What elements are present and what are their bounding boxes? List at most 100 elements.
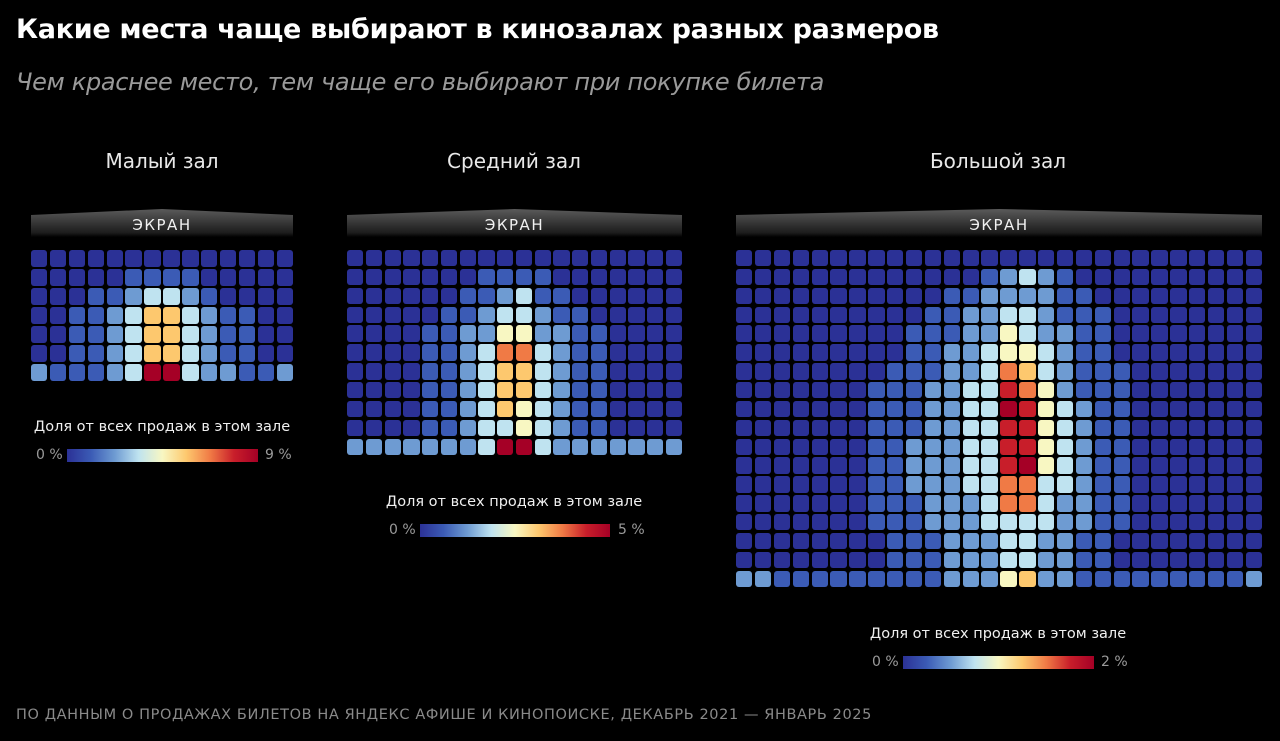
- seat-r9-c2: [365, 400, 382, 418]
- seat-r7-c12: [553, 363, 570, 380]
- seat-r18-c19: [1075, 570, 1093, 587]
- seat-r15-c15: [1000, 514, 1017, 531]
- seat-r2-c2: [365, 268, 382, 286]
- seat-r5-c9: [887, 325, 904, 342]
- seat-r6-c24: [1170, 344, 1187, 361]
- seat-r11-c2: [754, 438, 772, 455]
- seat-r11-c22: [1132, 438, 1149, 455]
- seat-r16-c14: [981, 532, 998, 550]
- seat-r14-c24: [1170, 495, 1187, 512]
- seat-r15-c4: [792, 514, 809, 531]
- seat-r11-c6: [830, 438, 847, 455]
- seat-r7-c15: [609, 363, 626, 380]
- seat-r11-c21: [1113, 438, 1130, 455]
- seat-r14-c27: [1226, 495, 1244, 512]
- seat-r13-c19: [1075, 476, 1093, 493]
- seat-r7-c21: [1113, 363, 1130, 380]
- seat-r6-c5: [422, 344, 439, 361]
- seat-r4-c23: [1151, 306, 1168, 323]
- seat-r7-c1: [31, 364, 48, 381]
- seat-r6-c19: [1075, 344, 1093, 361]
- seat-r18-c9: [887, 570, 904, 587]
- seat-r10-c22: [1132, 419, 1149, 437]
- seat-r7-c12: [943, 363, 960, 380]
- seat-r1-c9: [497, 250, 514, 267]
- seat-r14-c10: [905, 495, 923, 512]
- seat-r2-c9: [182, 269, 199, 286]
- seat-r3-c13: [572, 287, 589, 305]
- seat-r4-c3: [773, 306, 791, 323]
- seat-r13-c25: [1189, 476, 1206, 493]
- seat-r6-c17: [1038, 344, 1055, 361]
- seat-r18-c20: [1094, 570, 1111, 587]
- seat-r8-c11: [534, 382, 551, 399]
- seat-r6-c12: [553, 344, 570, 361]
- seat-r6-c21: [1113, 344, 1130, 361]
- seat-r4-c10: [515, 306, 532, 323]
- seat-r4-c5: [811, 306, 828, 323]
- seat-r4-c10: [201, 307, 218, 324]
- seat-r7-c5: [106, 364, 123, 381]
- seat-r9-c5: [811, 400, 828, 418]
- seat-r18-c2: [754, 570, 772, 587]
- seat-r9-c16: [1019, 400, 1036, 418]
- seat-r11-c23: [1151, 438, 1168, 455]
- seat-r6-c23: [1151, 344, 1168, 361]
- seat-r14-c18: [1056, 495, 1074, 512]
- seat-r14-c4: [792, 495, 809, 512]
- seat-r4-c20: [1094, 306, 1111, 323]
- seat-r16-c7: [849, 532, 866, 550]
- seat-r8-c15: [609, 382, 626, 399]
- seat-r10-c23: [1151, 419, 1168, 437]
- seat-r15-c1: [736, 514, 753, 531]
- seat-r5-c11: [924, 325, 942, 342]
- seat-r17-c20: [1094, 551, 1111, 569]
- seat-r18-c24: [1170, 570, 1187, 587]
- seat-r9-c6: [830, 400, 847, 418]
- seat-r17-c11: [924, 551, 942, 569]
- seat-r3-c25: [1189, 287, 1206, 305]
- seat-r5-c14: [276, 326, 293, 343]
- seat-r9-c4: [403, 400, 420, 418]
- seat-r11-c15: [609, 438, 626, 455]
- seat-r2-c11: [219, 269, 237, 286]
- seat-r9-c5: [422, 400, 439, 418]
- seat-r18-c22: [1132, 570, 1149, 587]
- seat-r6-c7: [459, 344, 476, 361]
- seat-r14-c1: [736, 495, 753, 512]
- seat-r3-c14: [590, 287, 607, 305]
- seat-r6-c2: [49, 345, 67, 362]
- seat-r9-c10: [905, 400, 923, 418]
- seat-r18-c26: [1207, 570, 1225, 587]
- seat-r2-c10: [201, 269, 218, 286]
- seat-r7-c8: [868, 363, 885, 380]
- seat-r6-c11: [534, 344, 551, 361]
- seat-r14-c22: [1132, 495, 1149, 512]
- seat-r9-c8: [478, 400, 495, 418]
- seat-r1-c16: [628, 250, 645, 267]
- seat-r4-c14: [981, 306, 998, 323]
- seat-r5-c16: [1019, 325, 1036, 342]
- seat-r15-c3: [773, 514, 791, 531]
- seat-r2-c13: [257, 269, 275, 286]
- seat-r17-c4: [792, 551, 809, 569]
- medium-hall-legend-max: 5 %: [618, 522, 645, 538]
- seat-r15-c25: [1189, 514, 1206, 531]
- seat-r4-c1: [347, 306, 364, 323]
- seat-r3-c18: [665, 287, 682, 305]
- seat-r2-c10: [905, 268, 923, 286]
- seat-r13-c14: [981, 476, 998, 493]
- seat-r5-c14: [981, 325, 998, 342]
- seat-r13-c6: [830, 476, 847, 493]
- seat-r5-c13: [572, 325, 589, 342]
- seat-r11-c12: [943, 438, 960, 455]
- seat-r7-c2: [49, 364, 67, 381]
- seat-r9-c1: [736, 400, 753, 418]
- seat-r2-c4: [792, 268, 809, 286]
- seat-r9-c3: [384, 400, 401, 418]
- seat-r10-c19: [1075, 419, 1093, 437]
- seat-r12-c20: [1094, 457, 1111, 474]
- seat-r5-c6: [125, 326, 142, 343]
- seat-r14-c2: [754, 495, 772, 512]
- seat-r4-c15: [1000, 306, 1017, 323]
